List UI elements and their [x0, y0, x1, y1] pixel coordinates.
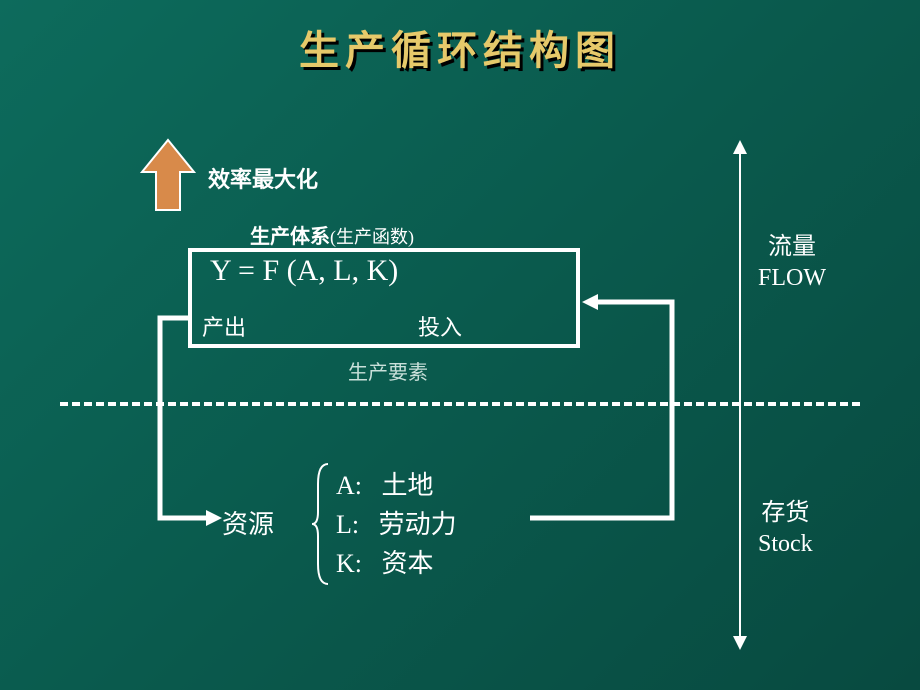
brace-icon [310, 462, 332, 586]
res-l-val: 劳动力 [379, 510, 457, 539]
res-k-key: K: [336, 549, 362, 578]
resource-row-l: L: 劳动力 [336, 505, 457, 544]
res-a-val: 土地 [382, 471, 434, 500]
resource-label: 资源 [222, 504, 274, 541]
res-k-val: 资本 [382, 549, 434, 578]
cycle-flow-path-icon [0, 0, 920, 690]
resource-items: A: 土地 L: 劳动力 K: 资本 [336, 466, 457, 583]
resource-row-a: A: 土地 [336, 466, 457, 505]
res-l-key: L: [336, 510, 359, 539]
res-a-key: A: [336, 471, 362, 500]
resource-row-k: K: 资本 [336, 544, 457, 583]
